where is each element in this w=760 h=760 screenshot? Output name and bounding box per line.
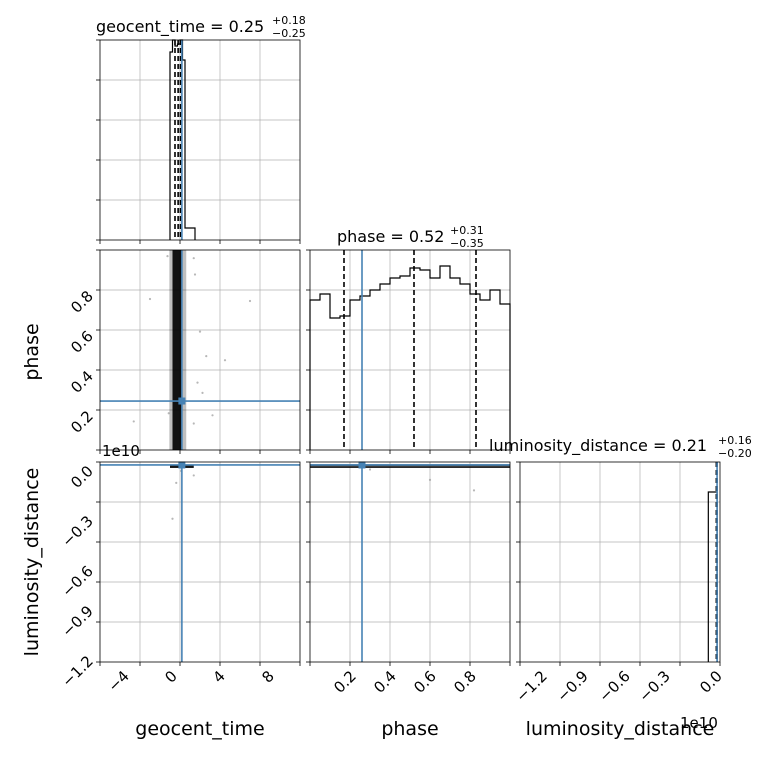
panel-frame [309,249,511,451]
grid-layer [100,40,720,662]
scatter-point [132,420,135,423]
title-geocent-time: geocent_time = 0.25 [96,17,264,37]
title-luminosity-distance-text: luminosity_distance = [489,436,671,456]
density-band [172,250,182,450]
tick-x-dist-00: 0.0 [696,667,726,697]
scatter-point [171,517,174,520]
tick-x-phase-06: 0.6 [410,667,440,697]
scatter-point [428,478,432,482]
scatter-point [192,422,195,425]
tick-x-geocent-4: 4 [209,667,228,686]
scatter-point [205,355,208,358]
scatter-point [223,359,227,362]
scatter-point [193,273,197,276]
title-luminosity-distance-plus: +0.16 [718,434,752,447]
title-phase-minus: −0.35 [450,237,484,250]
scatter-point [196,381,199,384]
title-luminosity-distance-minus: −0.20 [718,447,752,460]
scatter-point [211,414,214,417]
tick-x-dist-m09: −0.9 [553,667,591,705]
tick-y-dist-m03: −0.3 [58,512,96,550]
density-halo [169,250,187,450]
panel-frame [99,249,301,451]
data-layer [100,39,718,662]
scatter-point [368,468,372,471]
ylabel-luminosity-distance: luminosity_distance [21,468,43,657]
title-luminosity-distance: luminosity_distance = 0.21 [489,436,707,456]
tick-y-phase-04: 0.4 [67,367,97,397]
panel-frame [309,461,511,663]
scatter-point [148,297,152,301]
offset-text-y: 1e10 [102,442,140,460]
title-geocent-time-plus: +0.18 [272,14,306,27]
tick-y-dist-m12: −1.2 [58,652,96,690]
tick-x-geocent-0: 0 [161,667,180,686]
injection-marker [178,461,186,469]
title-phase-text: phase = [337,227,409,246]
injection-marker [358,461,366,469]
title-phase-median: 0.52 [409,227,445,246]
title-phase: phase = 0.52 [337,227,444,246]
title-geocent-time-text: geocent_time = [96,17,229,37]
xlabel-phase: phase [381,718,438,740]
histogram-phase [309,265,511,450]
tick-y-dist-00: 0.0 [67,462,97,492]
scatter-point [198,330,202,333]
tick-x-geocent-m4: −4 [104,667,132,695]
tick-x-phase-08: 0.8 [450,667,480,697]
scatter-point [167,412,170,415]
tick-x-phase-04: 0.4 [370,667,400,697]
scatter-point [166,255,169,258]
tick-x-dist-m03: −0.3 [635,667,673,705]
title-phase-plus: +0.31 [450,224,484,237]
title-geocent-time-median: 0.25 [229,17,265,36]
panel-frame [99,461,301,663]
tick-x-phase-02: 0.2 [330,667,360,697]
scatter-point [201,391,204,394]
xlabel-geocent-time: geocent_time [135,718,264,740]
scatter-point [192,257,195,260]
panel-frame [99,39,301,241]
frame-layer [96,39,721,666]
title-luminosity-distance-median: 0.21 [671,436,707,455]
scatter-point [472,489,476,492]
ylabel-phase: phase [21,323,43,380]
scatter-point [192,474,195,477]
tick-y-dist-m09: −0.9 [58,602,96,640]
scatter-point [248,299,252,303]
scatter-point [175,481,178,484]
xlabel-luminosity-distance: luminosity_distance [526,718,715,740]
offset-text-x: 1e10 [680,714,718,732]
tick-x-dist-m12: −1.2 [512,667,550,705]
tick-x-geocent-8: 8 [258,667,277,686]
title-geocent-time-minus: −0.25 [272,27,306,40]
tick-y-phase-06: 0.6 [67,327,97,357]
panel-frame [519,461,721,663]
tick-y-phase-02: 0.2 [67,407,97,437]
tick-y-phase-08: 0.8 [67,287,97,317]
tick-y-dist-m06: −0.6 [58,562,96,600]
tick-x-dist-m06: −0.6 [595,667,633,705]
injection-marker [178,397,186,405]
